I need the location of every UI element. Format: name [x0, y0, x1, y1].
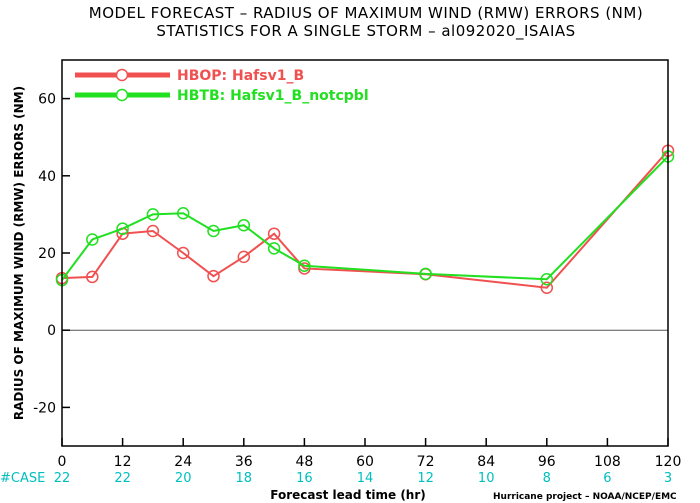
case-count: 3	[664, 471, 672, 486]
y-tick-label: -20	[33, 400, 56, 416]
legend-label-1: HBOP: Hafsv1_B	[177, 68, 304, 84]
case-label: #CASE	[0, 471, 45, 486]
y-tick-label: 20	[38, 246, 56, 262]
series-1-point	[146, 224, 160, 238]
case-count: 22	[114, 471, 131, 486]
legend-marker-2	[115, 88, 129, 102]
axis-layer: 0 12 24 36 48 60 72 84 96 108 120 -20 0 20 40 60	[33, 92, 681, 470]
series-2-point	[540, 272, 554, 286]
series-line-1	[61, 150, 669, 289]
case-count: 10	[478, 471, 495, 486]
x-tick-label: 36	[235, 454, 253, 470]
credit-text: Hurricane project – NOAA/NCEP/EMC	[493, 492, 677, 502]
series-2-point	[298, 259, 311, 272]
chart-subtitle: STATISTICS FOR A SINGLE STORM – al092020…	[156, 22, 575, 41]
series-1-point	[86, 270, 99, 284]
x-tick-label: 108	[594, 454, 621, 470]
series-2-point	[207, 224, 220, 238]
y-tick-label: 0	[47, 323, 56, 339]
y-axis-label: RADIUS OF MAXIMUM WIND (RMW) ERRORS (NM)	[12, 86, 26, 420]
series-1-point	[176, 246, 190, 260]
legend-label-2: HBTB: Hafsv1_B_notcpbl	[177, 88, 369, 104]
x-tick-label: 120	[655, 454, 682, 470]
case-count: 8	[543, 471, 551, 486]
case-count: 20	[175, 471, 192, 486]
series-1-point	[267, 227, 281, 240]
series-2-point	[176, 206, 190, 220]
series-2-point	[419, 267, 432, 281]
case-count: 22	[54, 471, 71, 486]
y-tick-label: 60	[38, 92, 56, 108]
series-1-point	[540, 281, 554, 294]
series-1-point	[237, 250, 251, 264]
case-count: 12	[417, 471, 434, 486]
series-line-2	[61, 155, 669, 281]
y-tick-label: 40	[38, 169, 56, 185]
series-2-point	[146, 208, 160, 221]
series-2-point	[267, 242, 281, 255]
case-count: 18	[236, 471, 253, 486]
legend: HBOP: Hafsv1_B HBTB: Hafsv1_B_notcpbl	[75, 68, 369, 104]
series-layer	[55, 144, 675, 294]
case-count: 14	[357, 471, 374, 486]
case-counts: 22 22 20 18 16 14 12 10 8 6 3	[54, 471, 672, 486]
series-2-point	[116, 222, 129, 235]
x-tick-label: 0	[58, 454, 67, 470]
x-tick-label: 48	[295, 454, 313, 470]
series-2-point	[86, 233, 99, 246]
chart-title: MODEL FORECAST – RADIUS OF MAXIMUM WIND …	[89, 4, 643, 22]
x-tick-label: 60	[356, 454, 374, 470]
series-2-point	[237, 218, 251, 232]
x-tick-label: 72	[417, 454, 435, 470]
x-axis-label: Forecast lead time (hr)	[270, 488, 426, 502]
x-tick-label: 12	[114, 454, 132, 470]
series-1-point	[207, 269, 220, 283]
x-tick-label: 84	[477, 454, 495, 470]
x-tick-label: 96	[538, 454, 556, 470]
x-tick-label: 24	[174, 454, 192, 470]
legend-marker-1	[115, 68, 129, 82]
case-count: 16	[296, 471, 313, 486]
case-count: 6	[603, 471, 611, 486]
